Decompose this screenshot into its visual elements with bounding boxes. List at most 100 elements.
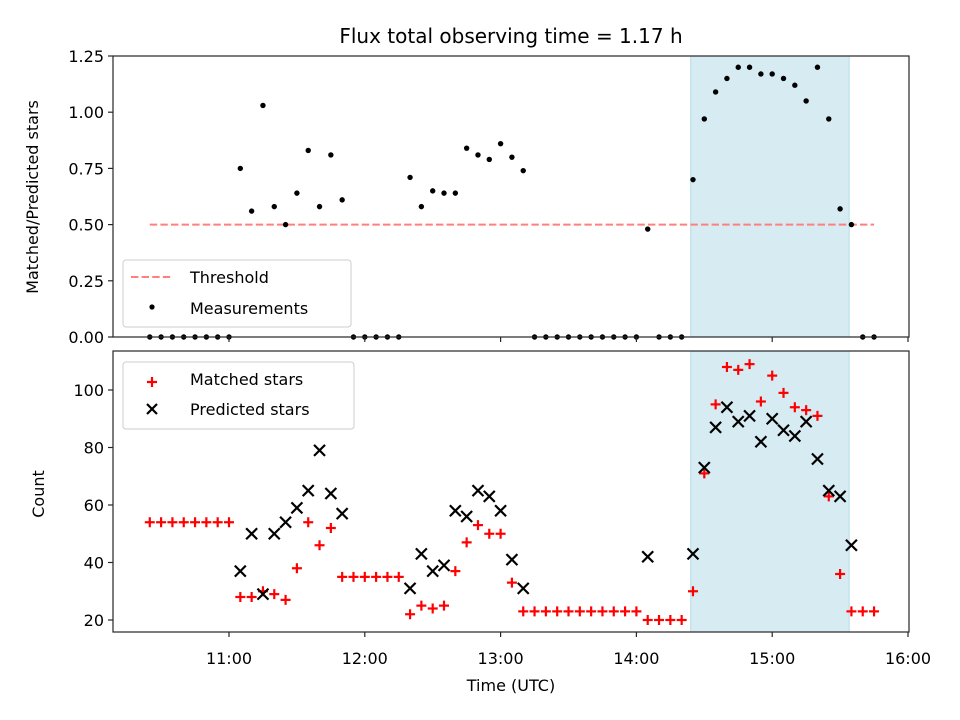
measurement-point	[769, 71, 775, 77]
measurement-point	[826, 116, 832, 122]
predicted-stars-point	[234, 564, 247, 578]
predicted-stars-point	[335, 507, 349, 520]
count-y-tick-label: 80	[84, 439, 104, 458]
measurement-point	[701, 116, 707, 122]
predicted-stars-point	[641, 550, 654, 564]
matched-stars-point	[212, 517, 223, 528]
matched-stars-point	[371, 571, 382, 582]
matched-stars-point	[246, 592, 257, 602]
legend-measurements-swatch	[149, 304, 155, 310]
measurement-point	[260, 102, 266, 109]
predicted-stars-point	[720, 400, 734, 414]
measurement-point	[271, 203, 277, 210]
ratio-y-axis-label: Matched/Predicted stars	[23, 100, 42, 294]
predicted-stars-point	[765, 412, 779, 426]
matched-stars-point	[291, 563, 302, 574]
predicted-stars-point	[256, 587, 270, 601]
observing-time-span-count	[690, 350, 850, 633]
matched-stars-point	[393, 571, 404, 582]
legend-threshold-label: Threshold	[189, 268, 269, 287]
measurement-point	[316, 203, 323, 210]
predicted-stars-point	[811, 452, 824, 466]
ratio-y-axis: 0.00 0.25 0.50 0.75 1.00 1.25	[68, 47, 113, 347]
measurement-point	[746, 64, 753, 70]
matched-stars-point	[269, 589, 280, 600]
measurement-point	[848, 221, 855, 228]
matched-stars-point	[540, 606, 551, 617]
matched-stars-point	[167, 517, 178, 528]
predicted-stars-point	[788, 429, 802, 443]
predicted-stars-series	[234, 400, 858, 601]
matched-stars-point	[721, 362, 732, 372]
predicted-stars-point	[290, 501, 304, 515]
matched-stars-point	[597, 606, 608, 617]
matched-stars-point	[529, 606, 540, 617]
matched-stars-point	[857, 606, 868, 617]
matched-stars-point	[405, 609, 416, 620]
matched-stars-point	[461, 537, 472, 548]
matched-stars-point	[303, 517, 314, 528]
count-y-tick-label: 20	[84, 611, 104, 630]
predicted-stars-point	[494, 504, 507, 518]
predicted-stars-point	[686, 547, 700, 561]
measurement-point	[452, 190, 459, 196]
measurement-point	[430, 188, 436, 194]
measurement-point	[248, 208, 255, 214]
matched-stars-point	[552, 606, 563, 617]
matched-stars-point	[801, 405, 812, 416]
measurement-point	[407, 174, 413, 181]
matched-stars-point	[642, 615, 653, 625]
legend-predicted-label: Predicted stars	[190, 400, 310, 419]
legend-matched-swatch	[147, 377, 157, 387]
measurement-point	[294, 190, 300, 196]
measurements-series	[147, 64, 877, 340]
matched-stars-point	[586, 606, 597, 617]
count-y-tick-label: 100	[73, 381, 104, 400]
matched-stars-point	[190, 517, 201, 528]
predicted-stars-point	[301, 484, 315, 497]
count-panel: 20 40 60 80 100 11:00 12:00 13:00 14:00 15:00 16:…	[29, 350, 931, 695]
ratio-legend: Threshold Measurements	[122, 259, 352, 328]
matched-stars-point	[348, 571, 359, 582]
matched-stars-point	[472, 520, 483, 531]
matched-stars-point	[235, 592, 246, 602]
matched-stars-point	[733, 364, 744, 375]
measurement-point	[497, 140, 504, 147]
matched-stars-point	[812, 410, 823, 421]
matched-stars-point	[518, 606, 529, 617]
matched-stars-point	[224, 517, 234, 528]
matched-stars-point	[687, 586, 698, 597]
x-tick-label: 16:00	[885, 649, 931, 668]
matched-stars-point	[439, 600, 450, 611]
measurement-point	[712, 89, 719, 95]
matched-stars-point	[631, 606, 642, 617]
measurement-point	[814, 64, 821, 70]
measurement-point	[486, 156, 492, 163]
predicted-stars-point	[267, 527, 281, 541]
predicted-stars-point	[743, 409, 756, 423]
measurement-point	[758, 71, 764, 77]
x-tick-label: 12:00	[342, 649, 388, 668]
x-axis-label: Time (UTC)	[466, 676, 555, 695]
matched-stars-point	[869, 606, 880, 617]
measurement-point	[237, 165, 244, 172]
predicted-stars-point	[437, 559, 451, 572]
ratio-plot-frame	[112, 55, 910, 338]
measurement-point	[463, 145, 470, 151]
matched-stars-point	[608, 606, 619, 617]
measurement-point	[792, 82, 798, 88]
measurement-point	[305, 147, 311, 154]
count-legend-box	[122, 361, 355, 430]
matched-stars-point	[450, 566, 461, 577]
measurement-point	[441, 190, 447, 196]
ratio-y-tick-label: 0.75	[68, 159, 104, 178]
predicted-stars-point	[279, 515, 292, 529]
matched-stars-point	[676, 615, 687, 625]
predicted-stars-point	[245, 527, 258, 541]
predicted-stars-point	[709, 421, 722, 434]
count-y-axis: 20 40 60 80 100	[73, 381, 113, 630]
ratio-y-tick-label: 0.50	[68, 216, 104, 235]
x-tick-label: 13:00	[478, 649, 524, 668]
predicted-stars-point	[324, 487, 338, 500]
